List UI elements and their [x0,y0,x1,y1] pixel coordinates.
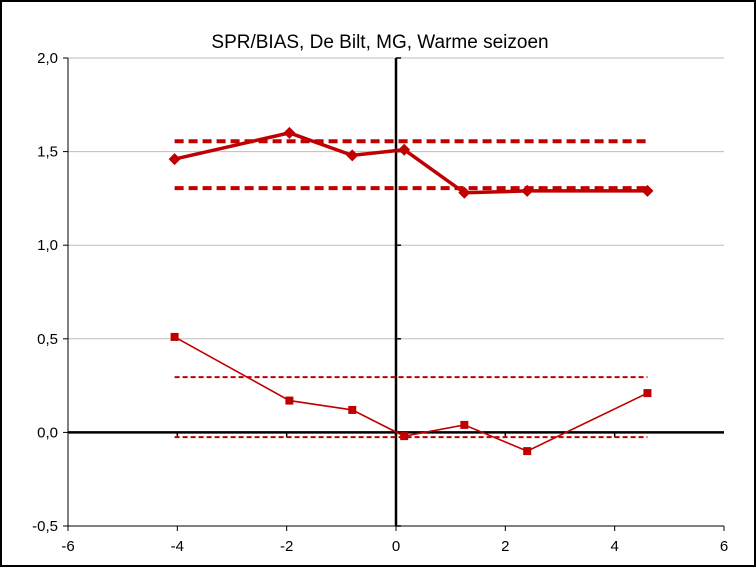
series-0-point [283,126,296,139]
y-tick-label: 1,5 [37,144,58,161]
chart-title: SPR/BIAS, De Bilt, MG, Warme seizoen [211,32,548,53]
series-1-line [174,336,648,452]
axes [63,57,725,531]
series-0-point [168,153,181,166]
series-1-point [460,420,469,429]
series-1-point [348,405,357,414]
x-tick-label: 4 [610,538,618,555]
x-tick-label: -2 [280,538,293,555]
y-tick-label: 0,5 [37,331,58,348]
series-0-point [521,184,534,197]
series-0-point [398,143,411,156]
series-0-point [641,184,654,197]
series-0-point [346,149,359,162]
reference-lines [174,139,648,439]
y-tick-label: 0,0 [37,424,58,441]
y-tick-label: 1,0 [37,237,58,254]
y-tick-label: 2,0 [37,50,58,67]
series-1-point [285,396,294,405]
series-1-point [170,332,179,341]
x-tick-label: 0 [392,538,400,555]
x-tick-label: 6 [720,538,728,555]
x-tick-label: 2 [501,538,509,555]
y-tick-label: -0,5 [32,518,58,535]
x-tick-label: -4 [171,538,184,555]
x-tick-label: -6 [61,538,74,555]
series-1-point [643,389,652,398]
series-0-line [174,131,648,195]
series-1-point [400,432,409,441]
tick-labels: -0,5 0,0 0,5 1,0 1,5 2,0 -6 -4 -2 0 2 4 6 [32,50,728,555]
series-layer [168,126,654,456]
series-0-point [458,186,471,199]
series-1-point [523,447,532,456]
